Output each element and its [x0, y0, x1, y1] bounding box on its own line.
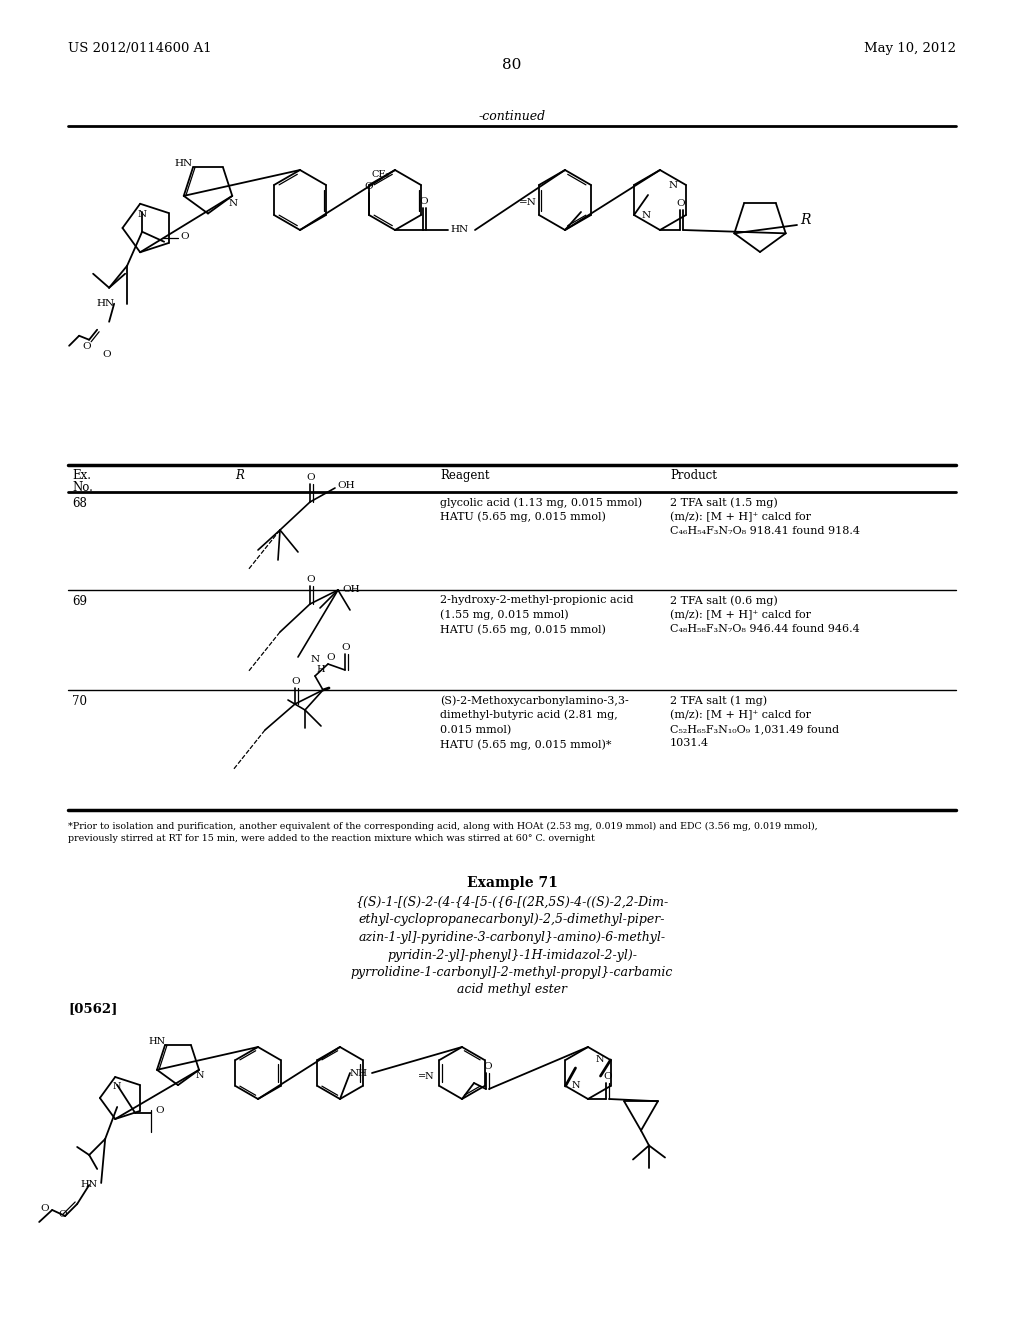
Text: No.: No. — [72, 480, 93, 494]
Text: Ex.: Ex. — [72, 469, 91, 482]
Text: May 10, 2012: May 10, 2012 — [864, 42, 956, 55]
Text: O: O — [292, 677, 300, 686]
Text: O: O — [306, 473, 315, 482]
Text: OH: OH — [337, 482, 354, 491]
Text: O: O — [58, 1210, 68, 1218]
Text: O: O — [327, 653, 335, 663]
Text: NH: NH — [350, 1068, 368, 1077]
Text: H: H — [316, 665, 326, 675]
Text: N: N — [196, 1072, 205, 1081]
Text: HN: HN — [148, 1038, 166, 1047]
Text: N: N — [642, 210, 651, 219]
Text: O: O — [306, 576, 315, 583]
Text: HN: HN — [450, 226, 468, 235]
Text: Example 71: Example 71 — [467, 876, 557, 890]
Text: O: O — [420, 197, 428, 206]
Text: 69: 69 — [72, 595, 87, 609]
Text: 70: 70 — [72, 696, 87, 708]
Text: O: O — [83, 342, 91, 351]
Text: N: N — [572, 1081, 581, 1090]
Text: O: O — [342, 643, 350, 652]
Text: 68: 68 — [72, 498, 87, 510]
Text: O: O — [365, 182, 374, 191]
Text: 2 TFA salt (1 mg)
(m/z): [M + H]⁺ calcd for
C₅₂H₆₅F₃N₁₀O₉ 1,031.49 found
1031.4: 2 TFA salt (1 mg) (m/z): [M + H]⁺ calcd … — [670, 696, 839, 748]
Text: N: N — [229, 198, 239, 207]
Text: O: O — [156, 1106, 164, 1115]
Text: [0562]: [0562] — [68, 1002, 118, 1015]
Text: R: R — [236, 469, 245, 482]
Text: =N: =N — [519, 198, 537, 207]
Text: 80: 80 — [503, 58, 521, 73]
Text: O: O — [677, 199, 685, 209]
Text: 2-hydroxy-2-methyl-propionic acid
(1.55 mg, 0.015 mmol)
HATU (5.65 mg, 0.015 mmo: 2-hydroxy-2-methyl-propionic acid (1.55 … — [440, 595, 634, 635]
Text: Product: Product — [670, 469, 717, 482]
Text: US 2012/0114600 A1: US 2012/0114600 A1 — [68, 42, 212, 55]
Text: O: O — [604, 1072, 612, 1081]
Text: N: N — [113, 1082, 122, 1092]
Text: *Prior to isolation and purification, another equivalent of the corresponding ac: *Prior to isolation and purification, an… — [68, 822, 818, 843]
Text: R: R — [800, 213, 811, 227]
Text: O: O — [102, 350, 112, 359]
Text: -continued: -continued — [478, 110, 546, 123]
Text: 2 TFA salt (0.6 mg)
(m/z): [M + H]⁺ calcd for
C₄₈H₅₈F₃N₇O₈ 946.44 found 946.4: 2 TFA salt (0.6 mg) (m/z): [M + H]⁺ calc… — [670, 595, 860, 634]
Text: O: O — [483, 1063, 493, 1071]
Text: (S)-2-Methoxycarbonylamino-3,3-
dimethyl-butyric acid (2.81 mg,
0.015 mmol)
HATU: (S)-2-Methoxycarbonylamino-3,3- dimethyl… — [440, 696, 629, 750]
Text: O: O — [180, 232, 188, 242]
Text: {(S)-1-[(S)-2-(4-{4-[5-({6-[(2R,5S)-4-((S)-2,2-Dim-
ethyl-cyclopropanecarbonyl)-: {(S)-1-[(S)-2-(4-{4-[5-({6-[(2R,5S)-4-((… — [351, 896, 673, 997]
Text: N: N — [669, 181, 678, 190]
Text: N: N — [595, 1056, 604, 1064]
Text: HN: HN — [80, 1180, 97, 1189]
Text: CF₃: CF₃ — [371, 170, 389, 180]
Text: N: N — [137, 210, 146, 219]
Text: Reagent: Reagent — [440, 469, 489, 482]
Text: HN: HN — [175, 158, 194, 168]
Text: HN: HN — [96, 300, 114, 309]
Text: glycolic acid (1.13 mg, 0.015 mmol)
HATU (5.65 mg, 0.015 mmol): glycolic acid (1.13 mg, 0.015 mmol) HATU… — [440, 498, 642, 523]
Text: O: O — [41, 1204, 49, 1213]
Text: N: N — [310, 655, 319, 664]
Text: =N: =N — [418, 1072, 434, 1081]
Text: OH: OH — [342, 586, 359, 594]
Text: 2 TFA salt (1.5 mg)
(m/z): [M + H]⁺ calcd for
C₄₆H₅₄F₃N₇O₈ 918.41 found 918.4: 2 TFA salt (1.5 mg) (m/z): [M + H]⁺ calc… — [670, 498, 860, 536]
